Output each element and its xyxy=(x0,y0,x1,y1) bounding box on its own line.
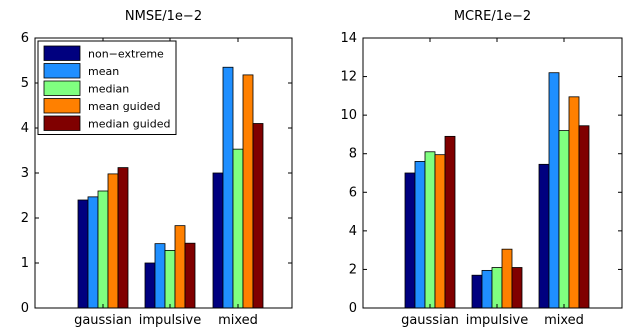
bar-mixed-series-3 xyxy=(568,96,580,309)
bar-gaussian-series-0 xyxy=(404,172,416,309)
y-tick-label: 0 xyxy=(349,301,357,316)
bar-impulsive-series-0 xyxy=(471,274,483,309)
y-tick-label: 3 xyxy=(21,166,29,181)
bar-gaussian-series-4 xyxy=(444,135,456,309)
legend-swatch xyxy=(43,63,81,79)
bar-mixed-series-1 xyxy=(548,72,560,309)
x-tick-label-impulsive: impulsive xyxy=(466,313,528,328)
bar-impulsive-series-2 xyxy=(491,267,503,309)
bar-gaussian-series-4 xyxy=(117,167,129,309)
bar-impulsive-series-1 xyxy=(481,269,493,309)
bar-mixed-series-3 xyxy=(242,74,254,309)
bar-gaussian-series-3 xyxy=(434,154,446,309)
legend-label: mean xyxy=(88,65,119,78)
bar-mixed-series-0 xyxy=(538,163,550,309)
chart-title: NMSE/1e−2 xyxy=(125,9,202,24)
y-tick-label: 5 xyxy=(21,76,29,91)
bar-impulsive-series-1 xyxy=(154,243,166,309)
bar-mixed-series-4 xyxy=(578,125,590,309)
legend-label: median xyxy=(88,83,129,96)
bar-impulsive-series-4 xyxy=(184,242,196,309)
legend-label: mean guided xyxy=(88,100,160,113)
bar-gaussian-series-1 xyxy=(414,161,426,309)
legend-swatch xyxy=(43,45,81,61)
y-tick-label: 0 xyxy=(21,301,29,316)
bar-impulsive-series-3 xyxy=(501,248,513,309)
bar-impulsive-series-3 xyxy=(174,225,186,309)
y-tick-label: 2 xyxy=(21,211,29,226)
y-tick-label: 10 xyxy=(340,108,357,123)
legend-swatch xyxy=(43,115,81,131)
axes-box xyxy=(362,37,623,309)
bar-mixed-series-2 xyxy=(232,148,244,309)
x-tick-label-impulsive: impulsive xyxy=(139,313,201,328)
bar-mixed-series-0 xyxy=(212,172,224,309)
x-tick-label-gaussian: gaussian xyxy=(74,313,132,328)
legend-swatch xyxy=(43,80,81,96)
bar-mixed-series-2 xyxy=(558,130,570,309)
y-tick-label: 6 xyxy=(349,185,357,200)
y-tick-label: 4 xyxy=(349,224,357,239)
chart-nmse: 0 1 2 3 4 5 6 gaussian impulsive mixed NMSE/1e−2 no… xyxy=(21,9,293,328)
bar-impulsive-series-0 xyxy=(144,262,156,309)
bar-impulsive-series-4 xyxy=(511,267,523,309)
legend: non−extreme mean median mean guided median g… xyxy=(37,40,177,135)
x-tick-label-mixed: mixed xyxy=(218,313,258,328)
y-tick-label: 6 xyxy=(21,31,29,46)
bar-gaussian-series-0 xyxy=(77,199,89,309)
bar-mixed-series-4 xyxy=(252,123,264,309)
y-tick-label: 12 xyxy=(340,70,357,85)
legend-label: non−extreme xyxy=(88,48,164,61)
x-tick-label-gaussian: gaussian xyxy=(401,313,459,328)
bar-mixed-series-1 xyxy=(222,66,234,309)
bar-gaussian-series-3 xyxy=(107,173,119,309)
legend-swatch xyxy=(43,98,81,114)
chart-title: MCRE/1e−2 xyxy=(454,9,531,24)
y-tick-label: 1 xyxy=(21,256,29,271)
bar-gaussian-series-1 xyxy=(87,196,99,309)
chart-mcre: 0 2 4 6 8 10 12 14 gaussian impulsive mixed MCRE/1e… xyxy=(340,9,623,328)
bar-gaussian-series-2 xyxy=(97,190,109,309)
y-tick-label: 2 xyxy=(349,262,357,277)
y-tick-label: 8 xyxy=(349,147,357,162)
bar-gaussian-series-2 xyxy=(424,151,436,309)
y-tick-label: 14 xyxy=(340,31,357,46)
legend-label: median guided xyxy=(88,118,170,131)
x-tick-label-mixed: mixed xyxy=(544,313,584,328)
y-tick-label: 4 xyxy=(21,121,29,136)
bar-impulsive-series-2 xyxy=(164,249,176,309)
